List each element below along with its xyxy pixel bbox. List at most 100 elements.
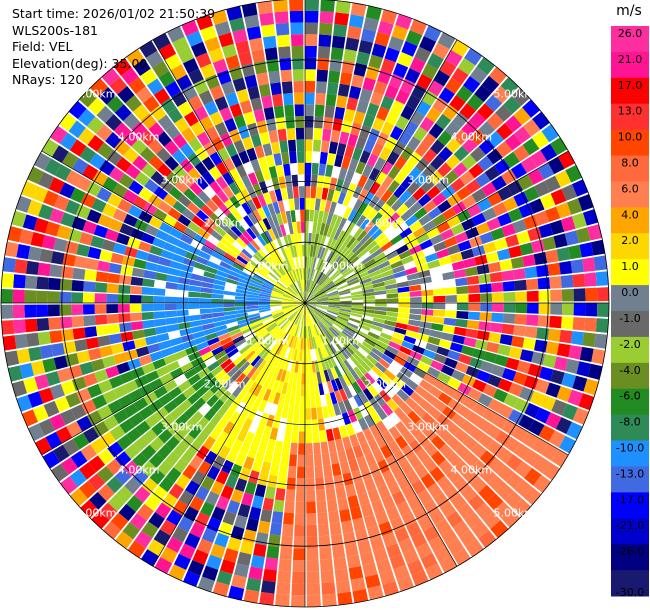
- velocity-bin: [120, 331, 134, 342]
- velocity-bin: [440, 228, 455, 241]
- velocity-bin: [305, 303, 314, 312]
- velocity-bin: [312, 285, 322, 295]
- velocity-bin: [118, 503, 136, 522]
- velocity-bin: [79, 480, 97, 499]
- velocity-bin: [433, 379, 447, 392]
- velocity-bin: [409, 57, 426, 74]
- velocity-bin: [540, 193, 556, 210]
- velocity-bin: [283, 321, 292, 332]
- velocity-bin: [350, 2, 367, 17]
- velocity-bin: [212, 581, 230, 597]
- velocity-bin: [572, 375, 588, 392]
- velocity-bin: [334, 106, 346, 120]
- velocity-bin: [1, 320, 15, 335]
- velocity-bin: [427, 336, 441, 346]
- velocity-bin: [362, 309, 375, 314]
- velocity-bin: [364, 452, 377, 467]
- velocity-bin: [172, 526, 189, 543]
- velocity-bin: [375, 303, 387, 307]
- velocity-bin: [495, 104, 513, 122]
- velocity-bin: [372, 317, 386, 324]
- velocity-bin: [156, 333, 170, 343]
- velocity-bin: [452, 390, 467, 404]
- velocity-bin: [373, 547, 389, 563]
- velocity-bin: [38, 387, 54, 404]
- velocity-bin: [329, 392, 338, 405]
- velocity-bin: [405, 330, 418, 339]
- velocity-bin: [451, 413, 466, 428]
- velocity-bin: [248, 470, 260, 484]
- velocity-bin: [430, 139, 445, 155]
- velocity-bin: [477, 155, 494, 172]
- velocity-bin: [177, 516, 194, 533]
- velocity-bin: [255, 423, 266, 437]
- velocity-bin: [234, 478, 248, 492]
- velocity-bin: [401, 444, 415, 460]
- velocity-bin: [398, 307, 411, 314]
- velocity-bin: [568, 244, 582, 260]
- colorbar-tick-label: 0.0: [621, 286, 639, 299]
- velocity-bin: [508, 346, 523, 360]
- velocity-bin: [479, 467, 497, 484]
- velocity-bin: [316, 298, 329, 302]
- velocity-bin: [305, 291, 308, 303]
- velocity-bin: [273, 329, 283, 340]
- velocity-bin: [258, 296, 271, 300]
- velocity-bin: [547, 262, 561, 276]
- velocity-bin: [338, 167, 348, 181]
- velocity-bin: [258, 305, 271, 308]
- velocity-bin: [60, 409, 76, 426]
- velocity-bin: [196, 384, 210, 397]
- velocity-bin: [409, 308, 422, 315]
- velocity-bin: [395, 89, 410, 105]
- velocity-bin: [432, 213, 447, 227]
- velocity-bin: [197, 367, 211, 379]
- velocity-bin: [269, 427, 279, 441]
- velocity-bin: [445, 154, 461, 170]
- velocity-bin: [416, 263, 429, 272]
- velocity-bin: [213, 320, 226, 328]
- velocity-bin: [532, 131, 550, 149]
- velocity-bin: [321, 582, 336, 595]
- velocity-bin: [374, 510, 389, 525]
- velocity-bin: [313, 454, 323, 467]
- velocity-bin: [196, 416, 210, 431]
- velocity-bin: [512, 371, 528, 386]
- velocity-bin: [60, 476, 78, 495]
- velocity-bin: [49, 330, 63, 344]
- velocity-bin: [333, 557, 348, 571]
- velocity-bin: [51, 342, 65, 357]
- velocity-bin: [415, 157, 430, 172]
- velocity-bin: [83, 372, 98, 387]
- velocity-bin: [337, 315, 349, 322]
- velocity-bin: [466, 320, 480, 330]
- velocity-bin: [396, 475, 411, 490]
- velocity-bin: [567, 389, 583, 407]
- velocity-bin: [90, 358, 105, 372]
- velocity-bin: [401, 511, 417, 527]
- velocity-bin: [106, 313, 119, 324]
- velocity-bin: [519, 242, 534, 256]
- velocity-bin: [307, 268, 311, 280]
- velocity-bin: [54, 396, 70, 413]
- velocity-bin: [216, 417, 229, 431]
- velocity-bin: [116, 361, 131, 375]
- velocity-bin: [129, 285, 143, 295]
- velocity-bin: [433, 303, 446, 310]
- velocity-bin: [320, 276, 330, 287]
- velocity-bin: [257, 386, 267, 400]
- velocity-bin: [394, 270, 407, 279]
- velocity-bin: [385, 454, 399, 470]
- velocity-bin: [337, 591, 353, 606]
- velocity-bin: [375, 420, 388, 435]
- velocity-bin: [118, 394, 133, 409]
- colorbar-tick-label: 17.0: [618, 79, 643, 92]
- velocity-bin: [325, 487, 337, 501]
- velocity-bin: [376, 106, 390, 121]
- velocity-bin: [438, 146, 453, 162]
- velocity-bin: [437, 130, 453, 146]
- velocity-bin: [426, 185, 441, 200]
- velocity-bin: [358, 417, 369, 431]
- velocity-bin: [201, 351, 214, 362]
- velocity-bin: [306, 513, 317, 526]
